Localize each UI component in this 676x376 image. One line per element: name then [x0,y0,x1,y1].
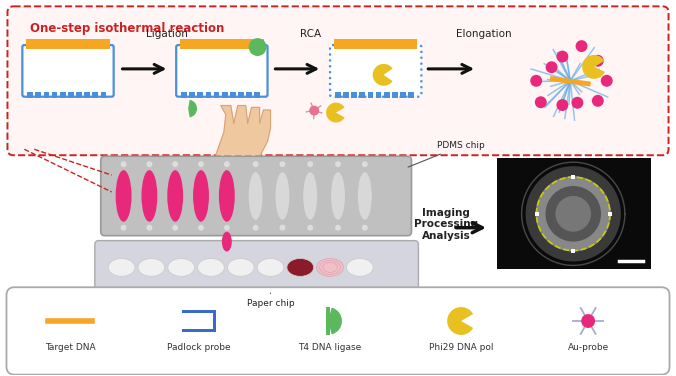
Circle shape [530,75,542,87]
Text: Elongation: Elongation [456,29,512,39]
Bar [26,39,110,49]
Circle shape [571,97,583,109]
Ellipse shape [167,170,183,222]
FancyBboxPatch shape [330,45,421,97]
Circle shape [120,225,126,231]
Bar [197,92,203,98]
Text: T4 DNA ligase: T4 DNA ligase [298,343,362,352]
Wedge shape [328,308,342,334]
Bar [392,92,397,98]
Bar [571,249,575,253]
Ellipse shape [141,170,158,222]
Bar [189,92,195,98]
Bar [352,92,357,98]
Circle shape [601,75,612,87]
Circle shape [147,225,152,231]
Circle shape [172,225,178,231]
Bar [182,329,216,332]
Bar [238,92,244,98]
Bar [181,92,187,98]
Circle shape [535,96,547,108]
Ellipse shape [219,170,235,222]
Wedge shape [582,55,605,79]
Circle shape [309,106,319,115]
Circle shape [592,55,604,67]
Text: Padlock probe: Padlock probe [167,343,231,352]
Wedge shape [372,64,393,86]
Bar [368,92,373,98]
Circle shape [279,161,285,167]
Ellipse shape [197,258,224,276]
Ellipse shape [116,170,132,222]
Bar [608,212,612,216]
Ellipse shape [316,258,343,276]
Circle shape [575,40,587,52]
Bar [213,310,216,332]
Bar [76,92,82,98]
Circle shape [526,166,621,261]
Bar [214,92,220,98]
Bar [93,92,98,98]
Circle shape [362,225,368,231]
Bar [497,158,651,269]
Ellipse shape [358,172,372,220]
Ellipse shape [138,258,165,276]
Text: RCA: RCA [300,29,321,39]
Bar [43,92,49,98]
Circle shape [362,161,368,167]
Circle shape [253,161,259,167]
Bar [35,92,41,98]
Bar [360,92,365,98]
FancyBboxPatch shape [7,6,669,155]
Circle shape [556,99,569,111]
FancyBboxPatch shape [101,156,412,236]
Bar [180,39,264,49]
Text: Phi29 DNA pol: Phi29 DNA pol [429,343,493,352]
Ellipse shape [108,258,135,276]
Bar [535,212,539,216]
Circle shape [120,161,126,167]
Circle shape [147,161,152,167]
Ellipse shape [257,258,284,276]
Circle shape [581,314,595,328]
Text: Imaging
Processing
Analysis: Imaging Processing Analysis [414,208,478,241]
Bar [60,92,66,98]
Bar [571,175,575,179]
Text: Ligation: Ligation [147,29,189,39]
Circle shape [556,196,591,232]
Bar [334,39,417,49]
Circle shape [198,161,204,167]
Bar [230,92,236,98]
Text: Target DNA: Target DNA [45,343,95,352]
FancyBboxPatch shape [176,45,268,97]
Circle shape [249,38,266,56]
Ellipse shape [193,170,209,222]
Bar [254,92,260,98]
FancyBboxPatch shape [22,45,114,97]
Circle shape [556,51,569,62]
Text: Au-probe: Au-probe [568,343,609,352]
Circle shape [172,161,178,167]
Wedge shape [326,103,345,123]
Bar [408,92,414,98]
Text: PDMS chip: PDMS chip [408,141,485,167]
Ellipse shape [222,232,232,252]
Wedge shape [188,100,197,117]
Bar [326,307,330,335]
Ellipse shape [227,258,254,276]
Circle shape [546,186,601,242]
FancyBboxPatch shape [95,241,418,294]
Bar [52,92,57,98]
Ellipse shape [168,258,195,276]
Circle shape [307,225,313,231]
Circle shape [535,176,611,252]
Bar [246,92,252,98]
Text: Paper chip: Paper chip [247,293,294,308]
Circle shape [335,161,341,167]
Ellipse shape [275,172,289,220]
Circle shape [335,225,341,231]
Bar [101,92,106,98]
Circle shape [224,161,230,167]
FancyBboxPatch shape [7,287,669,374]
